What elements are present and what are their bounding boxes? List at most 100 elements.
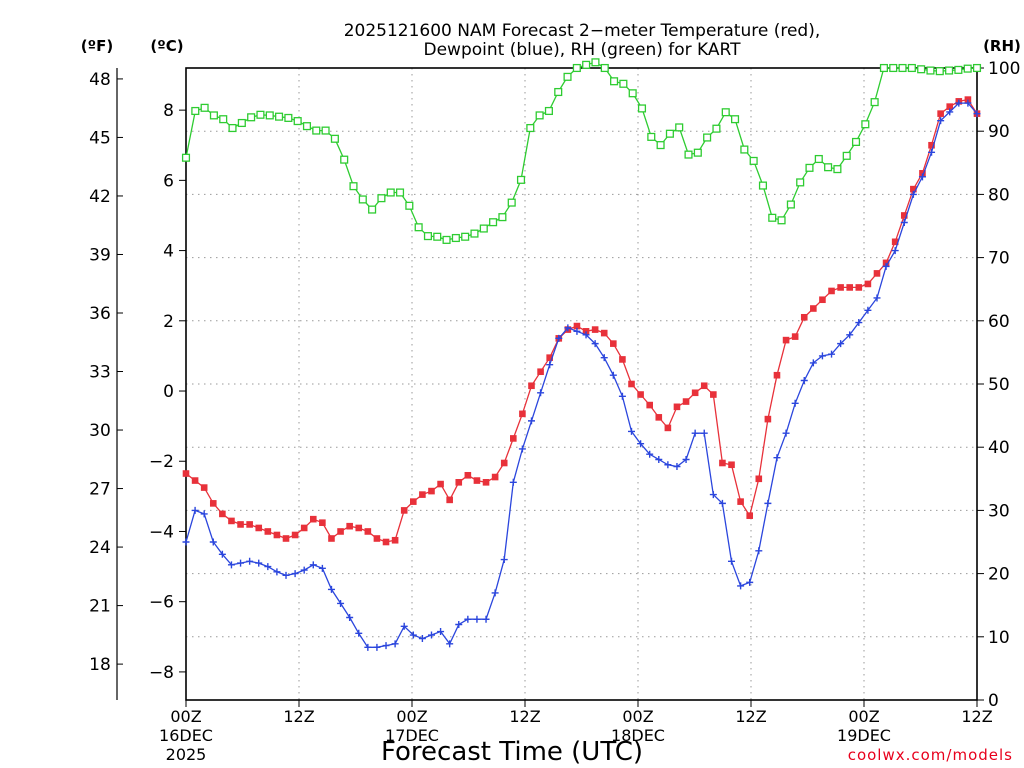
dewpoint-point bbox=[382, 642, 390, 650]
rh-point bbox=[721, 108, 730, 117]
rh-point bbox=[200, 103, 209, 112]
temperature-point bbox=[455, 479, 463, 486]
rh-tick-label: 60 bbox=[988, 312, 1010, 332]
dewpoint-point bbox=[546, 361, 554, 369]
rh-point bbox=[693, 148, 702, 157]
temperature-point bbox=[637, 391, 644, 398]
dewpoint-point bbox=[300, 566, 308, 574]
rh-point bbox=[833, 165, 842, 174]
temperature-point bbox=[337, 528, 344, 535]
temperature-point bbox=[491, 473, 499, 481]
rh-point bbox=[349, 182, 358, 191]
temperature-point bbox=[419, 491, 426, 498]
x-tick-label: 12Z bbox=[283, 707, 314, 726]
temperature-point bbox=[300, 524, 308, 532]
temperature-point bbox=[264, 528, 272, 535]
rh-point bbox=[954, 65, 963, 74]
temperature-point bbox=[728, 461, 735, 469]
temperature-point bbox=[537, 368, 544, 376]
temperature-point bbox=[500, 459, 508, 467]
rh-point bbox=[656, 141, 665, 150]
dewpoint-point bbox=[446, 640, 454, 648]
temperature-point bbox=[246, 521, 253, 528]
dewpoint-point bbox=[837, 340, 845, 348]
dewpoint-point bbox=[937, 117, 945, 125]
rh-point bbox=[917, 65, 926, 74]
x-axis-label: Forecast Time (UTC) bbox=[381, 737, 643, 767]
rh-point bbox=[665, 129, 674, 138]
temperature-point bbox=[773, 371, 781, 379]
dewpoint-point bbox=[928, 148, 936, 156]
rh-point bbox=[842, 151, 851, 160]
temperature-point bbox=[391, 536, 399, 544]
temperature-point bbox=[519, 410, 526, 418]
dewpoint-point bbox=[764, 499, 772, 507]
temperature-point bbox=[428, 487, 435, 495]
rh-point bbox=[712, 124, 721, 133]
dewpoint-point bbox=[191, 506, 199, 514]
x-tick-label: 00Z bbox=[170, 707, 201, 726]
celsius-tick-label: −6 bbox=[149, 593, 174, 613]
dewpoint-point bbox=[400, 622, 408, 630]
fahrenheit-tick-label: 42 bbox=[89, 187, 111, 207]
temperature-point bbox=[209, 500, 217, 507]
temperature-point bbox=[282, 535, 290, 542]
temperature-point bbox=[919, 170, 926, 177]
temperature-point bbox=[437, 480, 444, 488]
rh-point bbox=[423, 232, 433, 241]
temperature-point bbox=[946, 103, 954, 110]
temperature-point bbox=[619, 356, 626, 363]
temperature-point bbox=[200, 484, 208, 491]
temperature-point bbox=[910, 185, 917, 193]
rh-tick-label: 30 bbox=[988, 501, 1010, 521]
temperature-point bbox=[764, 415, 772, 423]
rh-point bbox=[284, 113, 293, 122]
fahrenheit-tick-label: 48 bbox=[89, 70, 111, 90]
celsius-tick-label: 6 bbox=[163, 171, 174, 191]
rh-point bbox=[610, 77, 619, 86]
temperature-point bbox=[628, 380, 635, 388]
rh-point bbox=[507, 198, 516, 207]
fahrenheit-unit-label: (ºF) bbox=[81, 37, 113, 55]
temperature-point bbox=[237, 521, 244, 528]
dewpoint-point bbox=[673, 463, 681, 471]
rh-point bbox=[563, 72, 572, 81]
rh-tick-label: 90 bbox=[988, 122, 1010, 142]
fahrenheit-tick-label: 21 bbox=[89, 597, 111, 617]
dewpoint-point bbox=[482, 615, 490, 623]
dewpoint-point bbox=[691, 429, 699, 437]
rh-point bbox=[442, 235, 451, 244]
dewpoint-point bbox=[646, 450, 654, 458]
rh-point bbox=[851, 137, 861, 146]
rh-point bbox=[768, 213, 777, 222]
temperature-point bbox=[328, 535, 335, 542]
dewpoint-point bbox=[455, 621, 463, 629]
rh-series-line bbox=[185, 61, 978, 241]
celsius-tick-label: −2 bbox=[149, 452, 174, 472]
rh-point bbox=[861, 120, 870, 129]
dewpoint-point bbox=[527, 417, 535, 425]
rh-tick-label: 100 bbox=[988, 59, 1020, 79]
temperature-point bbox=[610, 340, 617, 347]
rh-tick-label: 80 bbox=[988, 185, 1010, 205]
rh-point bbox=[386, 188, 395, 197]
temperature-point bbox=[664, 424, 672, 432]
rh-point bbox=[340, 155, 349, 164]
rh-point bbox=[516, 175, 526, 184]
temperature-point bbox=[928, 141, 935, 149]
temperature-point bbox=[400, 507, 408, 514]
dewpoint-point bbox=[427, 631, 435, 639]
rh-tick-label: 10 bbox=[988, 628, 1010, 648]
temperature-point bbox=[746, 512, 754, 519]
fahrenheit-tick-label: 30 bbox=[89, 421, 111, 441]
rh-point bbox=[786, 200, 795, 209]
rh-point bbox=[256, 110, 265, 119]
dewpoint-point bbox=[564, 324, 572, 332]
rh-point bbox=[479, 224, 488, 233]
rh-point bbox=[628, 89, 637, 98]
dewpoint-point bbox=[828, 350, 836, 358]
temperature-point bbox=[782, 336, 790, 344]
rh-point bbox=[405, 201, 414, 210]
rh-point bbox=[675, 123, 684, 132]
